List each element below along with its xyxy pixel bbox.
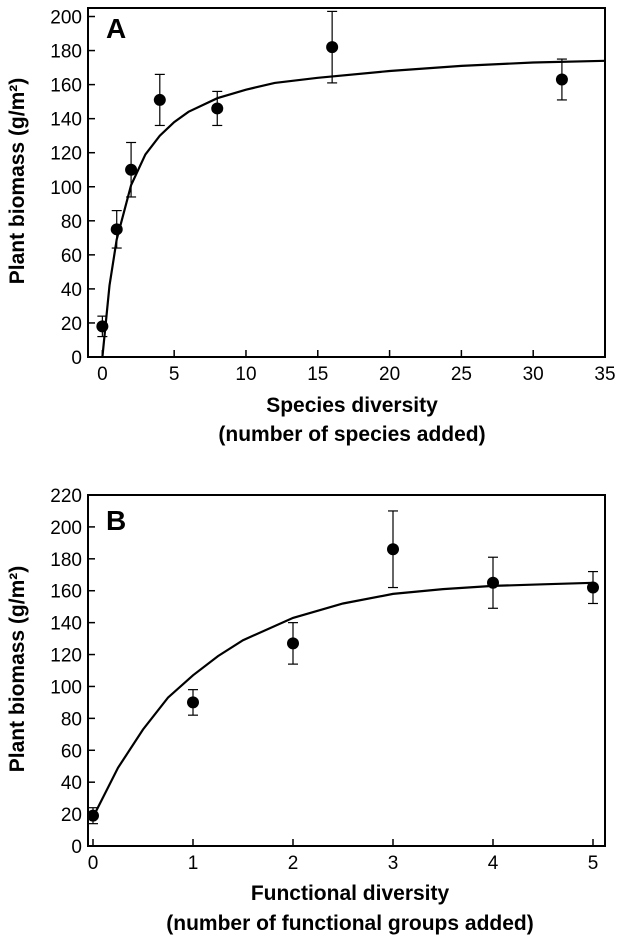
- y-tick-label: 180: [50, 42, 82, 63]
- plot-frame: [87, 494, 606, 847]
- panel-b: B Functional diversity (number of functi…: [6, 486, 606, 935]
- y-tick-label: 20: [61, 314, 82, 335]
- x-tick-label: 5: [588, 853, 599, 874]
- panel-label: B: [106, 505, 126, 536]
- y-tick-label: 60: [61, 741, 82, 762]
- y-tick-label: 20: [61, 805, 82, 826]
- x-tick-label: 15: [307, 364, 328, 385]
- data-point: [110, 223, 123, 236]
- x-tick-label: 3: [388, 853, 399, 874]
- y-tick-label: 200: [50, 8, 82, 29]
- x-tick-label: 35: [594, 364, 615, 385]
- x-tick-label: 30: [523, 364, 544, 385]
- x-axis-title: Functional diversity: [251, 882, 450, 905]
- y-tick-label: 160: [50, 76, 82, 97]
- x-tick-label: 25: [451, 364, 472, 385]
- y-tick-label: 140: [50, 110, 82, 131]
- fit-curve: [101, 59, 606, 358]
- x-tick-label: 5: [169, 364, 180, 385]
- y-tick-label: 80: [61, 212, 82, 233]
- x-tick-label: 10: [235, 364, 256, 385]
- data-point: [487, 576, 499, 589]
- data-point: [211, 102, 224, 115]
- y-tick-label: 220: [50, 486, 82, 507]
- data-point: [387, 543, 399, 556]
- x-tick-label: 20: [379, 364, 400, 385]
- y-tick-label: 160: [50, 582, 82, 603]
- panel-a: A Species diversity (number of species a…: [6, 7, 616, 446]
- data-point: [87, 809, 99, 822]
- data-point: [125, 163, 138, 176]
- y-tick-label: 120: [50, 144, 82, 165]
- x-tick-label: 2: [288, 853, 299, 874]
- panel-label: A: [106, 13, 126, 44]
- y-tick-label: 40: [61, 773, 82, 794]
- x-tick-label: 1: [188, 853, 199, 874]
- data-point: [287, 637, 299, 650]
- y-tick-label: 60: [61, 246, 82, 267]
- x-tick-label: 0: [97, 364, 108, 385]
- y-tick-label: 100: [50, 677, 82, 698]
- x-tick-label: 0: [88, 853, 99, 874]
- y-axis-title: Plant biomass (g/m²): [6, 566, 29, 773]
- plot-frame: [87, 7, 606, 358]
- y-axis-title: Plant biomass (g/m²): [6, 78, 29, 285]
- data-point: [153, 93, 166, 106]
- data-point: [587, 581, 599, 594]
- x-axis-title: Species diversity: [266, 394, 438, 417]
- y-tick-label: 140: [50, 614, 82, 635]
- y-tick-label: 40: [61, 280, 82, 301]
- data-point: [326, 41, 339, 54]
- fit-curve: [92, 581, 594, 818]
- y-tick-label: 0: [71, 348, 82, 369]
- data-point: [96, 320, 109, 333]
- y-tick-label: 0: [71, 837, 82, 858]
- data-point: [187, 696, 199, 709]
- x-tick-label: 4: [488, 853, 499, 874]
- y-tick-label: 200: [50, 518, 82, 539]
- x-axis-title-line2: (number of functional groups added): [166, 912, 533, 935]
- y-tick-label: 180: [50, 550, 82, 571]
- y-tick-label: 120: [50, 646, 82, 667]
- x-axis-title-line2: (number of species added): [218, 423, 485, 446]
- y-tick-label: 80: [61, 709, 82, 730]
- y-tick-label: 100: [50, 178, 82, 199]
- data-point: [555, 73, 568, 86]
